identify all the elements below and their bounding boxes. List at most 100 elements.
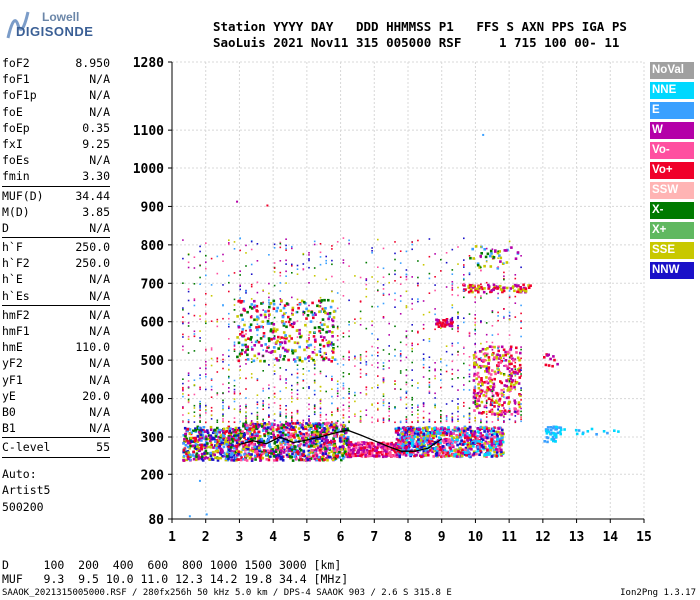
echo-point <box>313 445 316 449</box>
echo-point <box>400 452 404 456</box>
echo-point <box>336 449 339 453</box>
echo-point <box>404 428 407 432</box>
echo-point <box>515 410 518 414</box>
echo-point <box>514 379 517 381</box>
echo-point <box>296 311 299 313</box>
echo-point <box>457 415 459 418</box>
echo-point <box>220 448 224 451</box>
echo-point <box>319 348 322 350</box>
echo-point <box>288 449 291 452</box>
echo-point <box>239 369 241 371</box>
echo-point <box>477 375 480 379</box>
echo-point <box>491 408 494 411</box>
param-value: N/A <box>89 88 110 103</box>
echo-point <box>495 448 498 451</box>
echo-point <box>480 393 482 395</box>
echo-point <box>373 445 377 449</box>
echo-point <box>296 452 300 455</box>
echo-point <box>497 250 499 253</box>
echo-point <box>216 392 219 394</box>
echo-point <box>405 335 408 337</box>
echo-point <box>242 422 245 426</box>
echo-point <box>460 439 463 442</box>
echo-point <box>229 453 233 457</box>
echo-point <box>435 318 438 322</box>
echo-point <box>450 444 454 447</box>
echo-point <box>341 454 344 457</box>
echo-point <box>199 413 201 416</box>
echo-point <box>405 416 408 418</box>
echo-point <box>331 319 335 323</box>
echo-point <box>514 368 517 370</box>
echo-point <box>233 241 236 243</box>
echo-point <box>182 257 184 260</box>
echo-point <box>285 428 288 432</box>
echo-point <box>235 441 239 444</box>
echo-point <box>257 425 260 429</box>
param-key: yF1 <box>2 372 23 387</box>
echo-point <box>262 404 264 406</box>
echo-point <box>222 405 224 407</box>
autoscaling-line1: Auto: <box>2 466 37 481</box>
echo-point <box>498 413 501 416</box>
echo-point <box>354 442 358 446</box>
echo-point <box>325 457 328 460</box>
x-tick-label: 2 <box>202 530 210 545</box>
echo-point <box>310 310 313 314</box>
echo-point <box>379 445 383 449</box>
echo-point <box>411 241 413 243</box>
echo-point <box>216 318 219 321</box>
echo-point <box>417 298 419 300</box>
echo-point <box>496 364 499 367</box>
echo-point <box>520 369 522 371</box>
echo-point <box>308 451 312 455</box>
echo-point <box>250 298 253 300</box>
param-value: N/A <box>89 72 110 87</box>
echo-point <box>222 361 224 363</box>
echo-point <box>470 288 473 291</box>
echo-point <box>242 447 245 451</box>
echo-point <box>182 382 184 385</box>
echo-point <box>348 416 350 418</box>
echo-point <box>451 416 454 418</box>
echo-point <box>184 432 188 436</box>
echo-point <box>399 372 402 374</box>
echo-point <box>326 312 330 316</box>
echo-point <box>411 342 413 345</box>
echo-point <box>246 348 249 351</box>
echo-point <box>421 439 424 443</box>
echo-point <box>399 420 402 423</box>
echo-point <box>312 441 316 445</box>
echo-point <box>228 349 230 352</box>
echo-point <box>613 429 616 432</box>
echo-point <box>455 434 458 437</box>
echo-point <box>272 302 276 306</box>
echo-point <box>417 239 419 242</box>
echo-point <box>509 345 513 349</box>
echo-point <box>375 455 378 458</box>
echo-point <box>492 382 496 386</box>
echo-point <box>463 296 465 299</box>
echo-point <box>554 435 558 438</box>
echo-point <box>445 350 448 353</box>
echo-point <box>463 451 467 454</box>
echo-point <box>377 351 379 354</box>
echo-point <box>187 440 190 443</box>
echo-point <box>451 418 454 421</box>
echo-point <box>291 351 295 355</box>
echo-point <box>254 340 258 344</box>
echo-point <box>253 454 257 458</box>
echo-point <box>239 285 241 287</box>
echo-point <box>554 428 557 431</box>
echo-point <box>200 452 204 456</box>
polarization-legend: NoVal NNE E W Vo- Vo+ SSW X- X+ SSE NNW <box>650 62 694 282</box>
echo-point <box>485 420 488 423</box>
echo-point <box>425 426 429 429</box>
echo-point <box>514 277 517 280</box>
echo-point <box>467 436 470 440</box>
echo-point <box>377 386 379 389</box>
echo-point <box>371 447 375 451</box>
echo-point <box>509 377 513 380</box>
echo-point <box>216 440 219 444</box>
echo-point <box>500 413 503 417</box>
